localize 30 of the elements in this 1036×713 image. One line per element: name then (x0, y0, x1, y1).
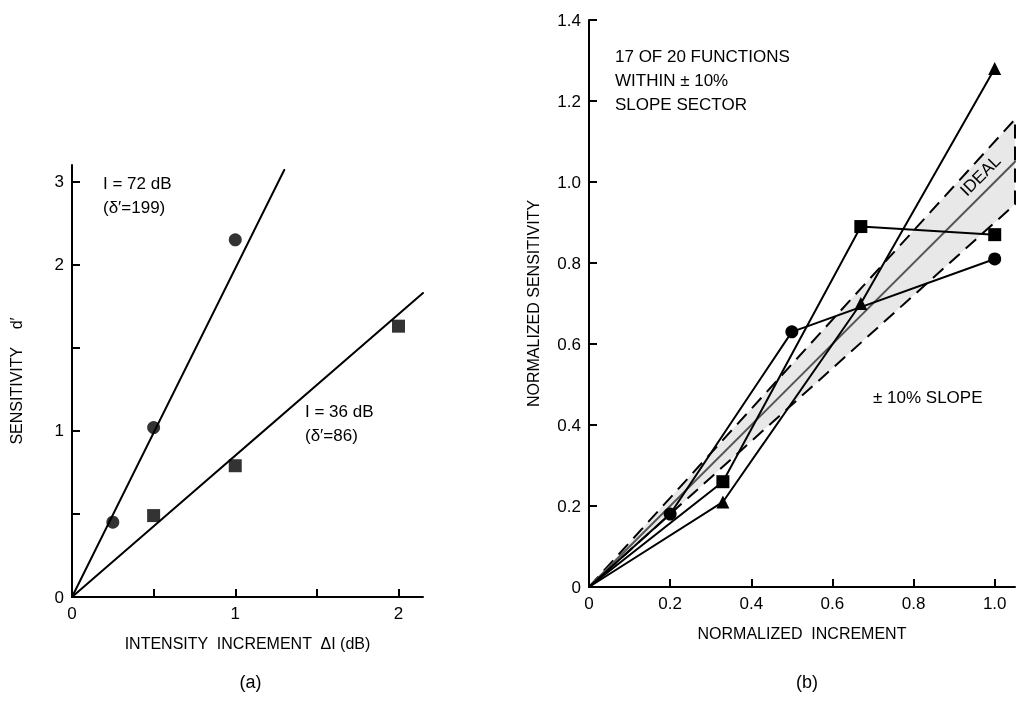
x-tick-label: 0.8 (901, 594, 926, 613)
annotation: I = 72 dB (δ′=199) (103, 173, 172, 217)
x-axis-title: NORMALIZED INCREMENT (697, 624, 907, 642)
y-tick-label: 0.4 (557, 415, 581, 435)
text: (a) (239, 672, 262, 692)
x-axis-title: INTENSITY INCREMENT ΔI (dB) (124, 634, 371, 652)
x-tick-label: 0.2 (658, 594, 682, 613)
x-tick-label: 0.6 (820, 594, 845, 613)
y-tick-label: 0.8 (557, 253, 581, 273)
y-tick-label: 0.2 (557, 496, 581, 516)
y-tick-label: 2 (54, 255, 64, 275)
y-tick-label: 1.0 (557, 172, 581, 192)
y-tick-label: 0.6 (557, 334, 581, 354)
x-tick-label: 0.4 (739, 594, 764, 613)
text: (b) (796, 672, 818, 692)
y-axis-title: NORMALIZED SENSITIVITY (524, 199, 542, 408)
annotation: ± 10% SLOPE (873, 387, 983, 407)
y-axis-title: SENSITIVITY d′ (7, 317, 25, 445)
y-tick-label: 1.4 (557, 10, 581, 30)
y-tick-label: 1 (54, 421, 64, 441)
annotation: I = 36 dB (δ′=86) (305, 401, 374, 445)
y-tick-label: 0 (571, 577, 581, 597)
annotation: 17 OF 20 FUNCTIONS WITHIN ± 10% SLOPE SECTOR (615, 46, 790, 114)
y-tick-label: 3 (54, 172, 64, 192)
x-tick-label: 1 (230, 604, 240, 623)
x-tick-label: 1.0 (982, 594, 1007, 613)
y-tick-label: 1.2 (557, 91, 581, 111)
x-tick-label: 2 (393, 604, 404, 623)
x-tick-label: 0 (584, 594, 594, 613)
x-tick-label: 0 (67, 604, 77, 623)
